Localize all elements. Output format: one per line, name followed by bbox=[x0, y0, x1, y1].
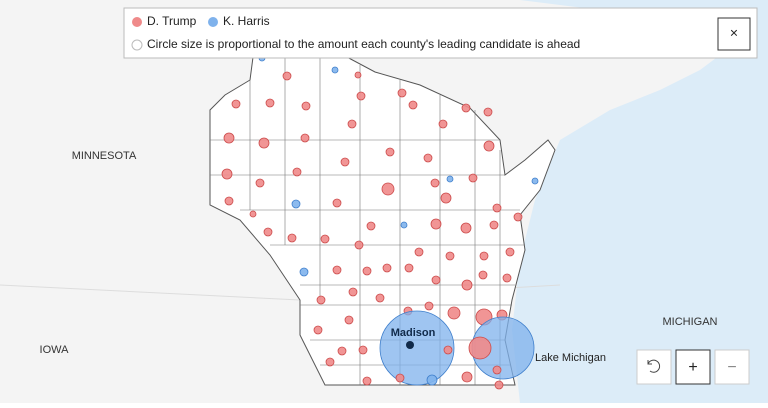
county-circle bbox=[292, 167, 302, 177]
county-circle bbox=[513, 212, 523, 222]
county-circle bbox=[356, 91, 366, 101]
zoom-out-button[interactable] bbox=[714, 349, 750, 385]
county-circle bbox=[287, 233, 297, 243]
county-circle bbox=[430, 178, 440, 188]
county-circle bbox=[426, 374, 438, 386]
reset-icon[interactable] bbox=[647, 359, 661, 373]
county-circle bbox=[300, 133, 310, 143]
state-label: IOWA bbox=[40, 344, 70, 356]
county-circle bbox=[301, 101, 311, 111]
county-circle bbox=[408, 100, 418, 110]
city-label: Madison bbox=[391, 327, 436, 339]
county-circle bbox=[430, 218, 442, 230]
county-circle bbox=[224, 196, 234, 206]
zoom-in-icon[interactable]: + bbox=[688, 359, 697, 376]
county-circle bbox=[258, 137, 270, 149]
county-circle bbox=[404, 263, 414, 273]
county-circle bbox=[483, 107, 493, 117]
county-circle bbox=[358, 345, 368, 355]
close-icon[interactable]: × bbox=[730, 25, 738, 41]
reset-button[interactable] bbox=[636, 349, 672, 385]
county-circle bbox=[282, 71, 292, 81]
county-circle bbox=[332, 265, 342, 275]
county-circle bbox=[354, 240, 364, 250]
county-circle bbox=[263, 227, 273, 237]
county-circle bbox=[223, 132, 235, 144]
legend-swatch bbox=[131, 39, 143, 51]
county-circle bbox=[483, 140, 495, 152]
county-circle bbox=[331, 66, 339, 74]
county-circle bbox=[332, 198, 342, 208]
county-circle bbox=[492, 365, 502, 375]
county-circle bbox=[379, 310, 455, 386]
county-circle bbox=[397, 88, 407, 98]
county-circle bbox=[468, 336, 492, 360]
zoom-in-button[interactable] bbox=[675, 349, 711, 385]
county-circle bbox=[255, 178, 265, 188]
county-circle bbox=[460, 222, 472, 234]
county-circle bbox=[221, 168, 233, 180]
county-circle bbox=[347, 119, 357, 129]
county-circle bbox=[385, 147, 395, 157]
county-circle bbox=[362, 266, 372, 276]
county-circle bbox=[366, 221, 376, 231]
county-circle bbox=[414, 247, 424, 257]
county-circle bbox=[505, 247, 515, 257]
county-circle bbox=[400, 221, 408, 229]
legend-label: K. Harris bbox=[223, 14, 270, 28]
county-circle bbox=[489, 220, 499, 230]
county-circle bbox=[231, 99, 241, 109]
county-circle bbox=[445, 251, 455, 261]
county-circle bbox=[362, 376, 372, 386]
county-circle bbox=[492, 203, 502, 213]
county-circle bbox=[478, 270, 488, 280]
county-circle bbox=[446, 175, 454, 183]
county-circle bbox=[531, 177, 539, 185]
county-circle bbox=[395, 373, 405, 383]
county-circle bbox=[249, 210, 257, 218]
county-circle bbox=[381, 182, 395, 196]
county-circle bbox=[461, 103, 471, 113]
county-circle bbox=[354, 71, 362, 79]
county-circle bbox=[320, 234, 330, 244]
county-circle bbox=[424, 301, 434, 311]
county-circle bbox=[494, 380, 504, 390]
county-circle bbox=[291, 199, 301, 209]
county-circle bbox=[440, 192, 452, 204]
county-circle bbox=[423, 153, 433, 163]
state-label: MINNESOTA bbox=[72, 150, 137, 162]
county-circle bbox=[443, 345, 453, 355]
county-circle bbox=[468, 173, 478, 183]
legend-swatch bbox=[132, 17, 142, 27]
county-circle bbox=[348, 287, 358, 297]
legend-note: Circle size is proportional to the amoun… bbox=[147, 37, 580, 51]
zoom-out-icon[interactable]: − bbox=[727, 359, 736, 376]
lake-water bbox=[512, 0, 768, 403]
county-circle bbox=[479, 251, 489, 261]
county-circle bbox=[431, 275, 441, 285]
county-circle bbox=[375, 293, 385, 303]
county-circle bbox=[502, 273, 512, 283]
state-label: MICHIGAN bbox=[663, 316, 718, 328]
county-circle bbox=[438, 119, 448, 129]
county-circle bbox=[461, 279, 473, 291]
water-label: Lake Michigan bbox=[535, 352, 606, 364]
legend-label: D. Trump bbox=[147, 14, 197, 28]
county-circle bbox=[447, 306, 461, 320]
city-dot bbox=[406, 341, 414, 349]
county-circle bbox=[340, 157, 350, 167]
county-circle bbox=[337, 346, 347, 356]
county-circle bbox=[382, 263, 392, 273]
county-circle bbox=[344, 315, 354, 325]
county-circle bbox=[461, 371, 473, 383]
legend-box bbox=[123, 7, 758, 59]
county-circle bbox=[299, 267, 309, 277]
legend-swatch bbox=[208, 17, 218, 27]
county-circle bbox=[265, 98, 275, 108]
county-circle bbox=[325, 357, 335, 367]
county-circle bbox=[313, 325, 323, 335]
county-circle bbox=[316, 295, 326, 305]
close-button[interactable] bbox=[717, 17, 751, 51]
